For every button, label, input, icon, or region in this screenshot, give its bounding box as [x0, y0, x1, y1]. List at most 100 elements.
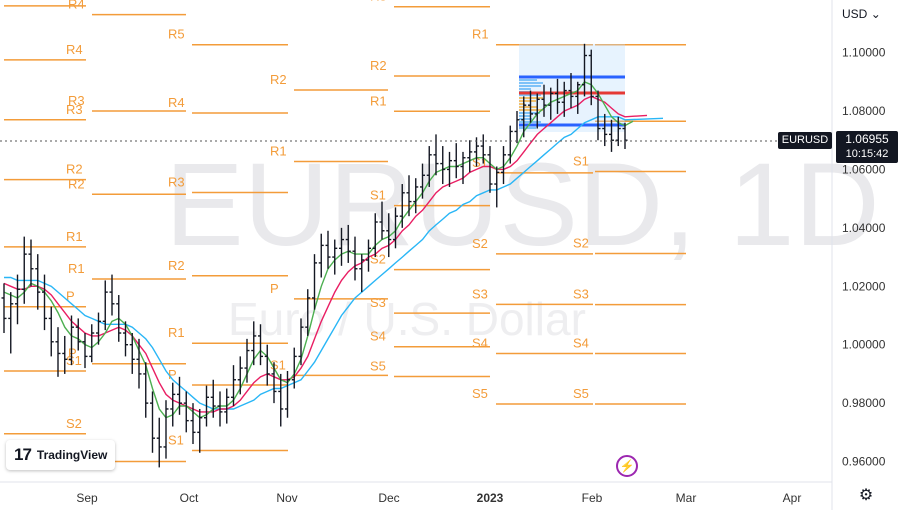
pivot-label: R1 [270, 144, 287, 159]
pivot-label: S1 [573, 153, 589, 168]
time-axis[interactable]: Sep Oct Nov Dec 2023 Feb Mar Apr [76, 491, 801, 505]
lightning-icon[interactable]: ⚡ [616, 455, 638, 477]
ohlc-bar [595, 90, 601, 141]
ohlc-bar [366, 239, 371, 272]
ohlc-bar [332, 239, 338, 275]
ohlc-bar [116, 295, 122, 342]
volume-profile-bar [519, 100, 536, 102]
ohlc-bar [197, 408, 203, 453]
pivot-label: R2 [66, 162, 83, 177]
pivot-label: R1 [68, 261, 85, 276]
ohlc-bar [136, 338, 142, 389]
ohlc-bar [541, 84, 547, 117]
y-tick-label: 1.04000 [842, 221, 886, 235]
pivot-label: S4 [472, 335, 488, 350]
volume-profile-bar [519, 85, 541, 87]
ohlc-bar [609, 119, 614, 152]
ohlc-bar [96, 312, 101, 345]
ohlc-bar [231, 365, 236, 407]
y-tick-label: 1.06000 [842, 162, 886, 176]
ohlc-bar [129, 333, 135, 374]
pivot-label: R4 [168, 95, 185, 110]
pivot-label: P [168, 367, 177, 382]
ohlc-bar [426, 146, 432, 187]
ohlc-bar [494, 166, 500, 208]
ohlc-bar [305, 289, 311, 336]
volume-profile-bar [519, 106, 537, 108]
ohlc-bar [264, 344, 270, 386]
ohlc-bar [190, 403, 196, 445]
y-tick-label: 1.00000 [842, 338, 886, 352]
ohlc-bar [318, 233, 324, 278]
pivot-label: S5 [573, 386, 589, 401]
pivot-label: S5 [472, 386, 488, 401]
pivot-label: S1 [66, 353, 82, 368]
ohlc-bar [271, 362, 277, 404]
ohlc-bar [278, 373, 284, 427]
tradingview-logo-icon: 17 [14, 445, 32, 464]
ohlc-bar [420, 163, 425, 199]
pivot-label: R4 [68, 0, 85, 12]
pivot-label: S2 [573, 236, 589, 251]
ohlc-bar [89, 324, 95, 363]
tradingview-logo[interactable]: 17 TradingView [6, 440, 116, 470]
volume-profile-bar [519, 88, 531, 90]
pivot-label: P [66, 289, 75, 304]
ohlc-bar [102, 280, 108, 331]
ohlc-bar [474, 137, 479, 167]
x-tick-label: Nov [276, 491, 297, 505]
ohlc-bar [561, 81, 567, 117]
volume-profile-bar [519, 112, 540, 114]
ohlc-bar [534, 93, 540, 129]
ohlc-bar [507, 125, 513, 164]
price-axis[interactable]: 1.10000 1.08000 1.06000 1.04000 1.02000 1.000… [842, 46, 886, 469]
x-tick-label: Dec [378, 491, 399, 505]
pivot-label: R4 [66, 42, 83, 57]
volume-profile-bar [519, 103, 525, 105]
bar-countdown: 10:15:42 [845, 148, 889, 160]
pivot-label: R5 [66, 0, 83, 3]
ohlc-bar [460, 151, 466, 185]
ohlc-bar [143, 362, 149, 418]
ohlc-bar [622, 122, 628, 149]
ohlc-bar [291, 347, 297, 389]
currency-label: USD [842, 7, 868, 21]
ohlc-bar [615, 116, 621, 147]
ohlc-bar [15, 274, 20, 325]
pivot-label: S2 [472, 236, 488, 251]
ohlc-bar [224, 388, 230, 424]
volume-profile-bar [519, 127, 536, 129]
currency-selector[interactable]: USD ⌄ [842, 7, 881, 21]
sma-mid-line [3, 95, 648, 413]
ohlc-bar [258, 324, 263, 366]
ohlc-bar [123, 321, 128, 357]
ohlc-bar [440, 146, 446, 185]
pivot-label: R2 [68, 176, 85, 191]
ohlc-bar [568, 73, 574, 109]
ohlc-bar [467, 140, 473, 173]
ohlc-bar [217, 391, 223, 427]
ohlc-bar [312, 254, 317, 310]
ohlc-bar [393, 207, 398, 249]
ohlc-bar [399, 184, 405, 228]
ohlc-bar [379, 201, 385, 240]
ohlc-bar [588, 49, 594, 106]
gear-icon[interactable]: ⚙ [858, 487, 874, 504]
y-tick-label: 1.02000 [842, 279, 886, 293]
ohlc-bar [487, 146, 493, 193]
ohlc-bar [35, 254, 41, 310]
ohlc-bar [521, 96, 527, 138]
pivot-label: S5 [370, 359, 386, 374]
ohlc-bar [28, 239, 34, 287]
x-tick-label: Oct [180, 491, 199, 505]
ohlc-bar [237, 356, 243, 395]
y-tick-label: 0.96000 [842, 455, 886, 469]
ohlc-bar [109, 274, 115, 316]
y-tick-label: 1.08000 [842, 104, 886, 118]
ohlc-bar [501, 146, 506, 185]
ohlc-bar [69, 315, 74, 366]
ohlc-bar [386, 213, 392, 258]
ohlc-bar [8, 292, 14, 354]
pivot-label: R1 [168, 325, 185, 340]
